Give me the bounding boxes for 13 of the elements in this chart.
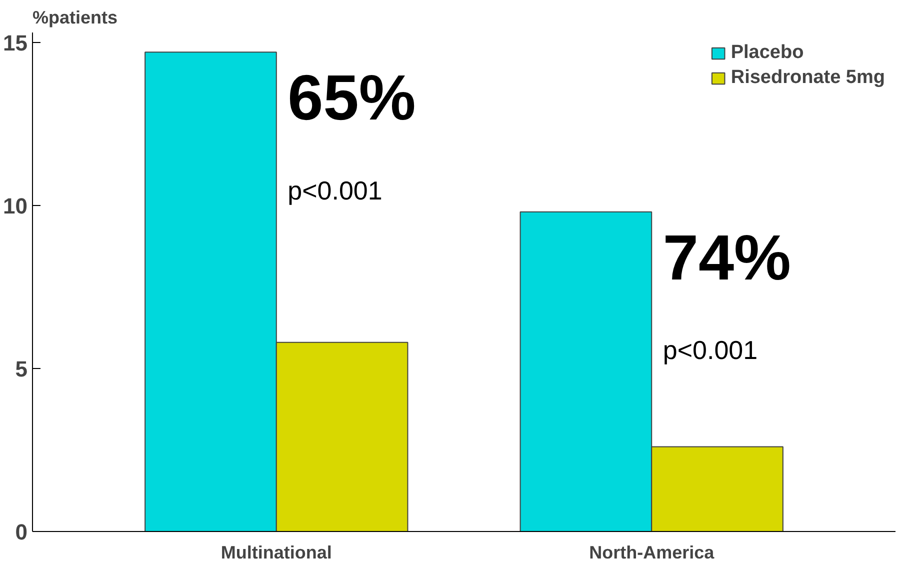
- annotation: 74%: [662, 221, 791, 294]
- legend-label: Placebo: [730, 42, 804, 64]
- legend-label: Risedronate 5mg: [730, 67, 885, 89]
- annotation: p<0.001: [662, 335, 758, 366]
- x-tick-label: Multinational: [220, 542, 332, 562]
- y-tick-label: 15: [3, 30, 28, 56]
- y-tick-label: 5: [15, 356, 28, 382]
- y-tick-label: 10: [3, 193, 28, 218]
- x-tick-label: North-America: [589, 542, 716, 562]
- annotation: 65%: [288, 62, 416, 134]
- y-axis-title: %patients: [32, 8, 118, 28]
- y-tick-label: 0: [15, 520, 28, 544]
- annotation: p<0.001: [288, 175, 382, 206]
